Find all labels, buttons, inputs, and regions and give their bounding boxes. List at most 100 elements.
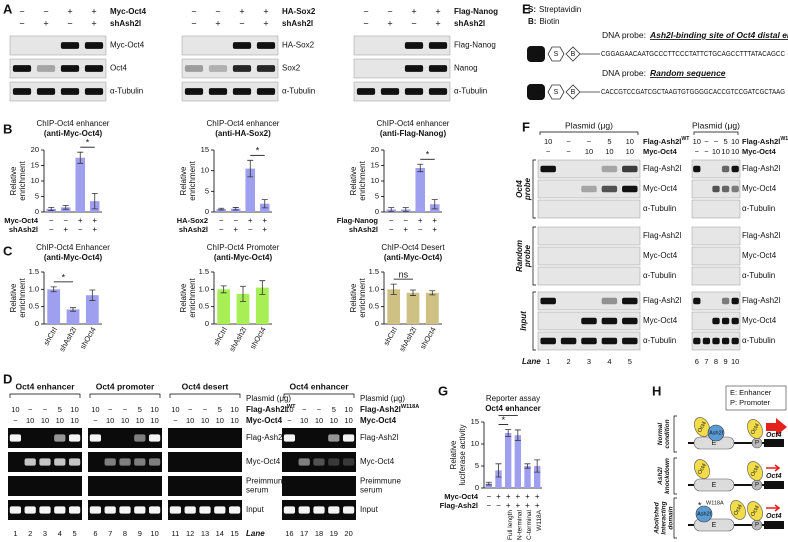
band-label: Myc-Oct4 [742,316,777,325]
legend-item: P: Promoter [730,398,771,407]
amount: 10 [136,416,144,425]
row-label: Myc-Oct4 [4,216,39,225]
blot-band [148,434,161,442]
y-tick-label: 10 [371,176,379,185]
error-bar [70,307,76,312]
blot-strip [181,81,279,102]
oct4-protein [694,417,710,437]
bracket [89,393,161,398]
amount: − [287,416,292,425]
amount: 10 [216,416,224,425]
sign: − [191,18,196,28]
sign: + [387,18,392,28]
x-tick-label: shAsh2l [397,325,418,353]
blot-band [342,506,355,514]
sign: + [78,216,83,225]
label-sup: W118A [401,404,419,410]
blot-band [283,434,296,442]
blot-strip [88,428,162,448]
error-bar [62,205,69,210]
bar [66,309,80,324]
blot-band [119,458,131,466]
chart-subtitle: (anti-Myc-Oct4) [44,253,103,262]
row-label: Myc-Oct4 [742,147,777,156]
significance: ns [399,270,409,280]
oct4-protein [747,419,763,439]
blot-band [134,458,146,466]
section-label: Oct4 [515,180,524,198]
bracket [532,159,536,219]
oct4-protein [694,459,710,479]
label-text: Flag-Ash2l [360,405,401,414]
condition-label: domain [668,506,675,529]
blot-band [184,88,204,95]
band-label: α-Tubulin [282,87,315,96]
oct4-label: Oct4 [697,463,708,476]
error-bar [534,459,541,473]
sign: − [486,492,491,501]
amount: 10 [344,405,352,414]
chart-subtitle: Oct4 enhancer [485,404,541,413]
row-label: Myc-Oct4 [246,416,283,425]
y-tick-label: 1.5 [199,267,209,276]
blot-band [404,42,424,49]
blot-band [601,185,618,193]
blot-band [342,458,355,466]
y-tick-label: 0 [205,319,209,328]
amount: − [566,137,571,146]
sign: + [263,6,268,16]
label-text: Myc-Oct4 [360,416,397,425]
section-label: probe [523,177,532,201]
error-bar [390,283,397,295]
y-tick-label: 0.5 [369,302,379,311]
sign: − [411,18,416,28]
blot-strip [537,266,641,286]
promoter-label: P [755,523,759,529]
blot-band [54,458,66,466]
blot-strip [537,179,641,199]
row-label: Flag-Ash2lW118A [742,136,788,146]
row-label: Myc-Oct4 [360,416,397,425]
blot-band [560,337,577,345]
blot-band [404,88,424,95]
bar [524,466,531,488]
label-sup: WT [287,404,296,410]
blot-strip [691,226,741,246]
band-label: Myc-Oct4 [742,184,777,193]
lane-number: 4 [607,357,611,366]
bracket [673,497,677,539]
bracket [283,393,355,398]
blot-band [622,297,638,305]
amount: 10 [91,405,99,414]
panel-letter: H [652,383,661,398]
significance: * [502,415,506,425]
band-label: Flag-Nanog [454,41,496,50]
row-label: Flag-Ash2lWT [246,404,296,414]
gel-title: Oct4 enhancer [15,381,75,391]
sign: + [432,225,437,234]
blot-strip [353,35,451,56]
probe-title: DNA probe: Random sequence [602,68,726,78]
band-label: α-Tubulin [110,87,143,96]
oct4-label: Oct4 [750,465,761,478]
significance: * [256,146,260,156]
blot-band [428,65,448,72]
x-tick-label: W118A [536,509,543,530]
band-label: serum [360,486,383,495]
label-text: Flag-Ash2l [643,137,681,146]
band-label: HA-Sox2 [282,41,315,50]
lane-number: 6 [93,529,97,538]
sign: − [248,225,253,234]
blot-band [404,65,424,72]
blot-band [256,42,276,49]
lane-number: 6 [695,357,699,366]
amount: 10 [26,416,34,425]
condition-label: knockdown [664,458,671,494]
band-label: Myc-Oct4 [643,251,678,260]
row-label: shAsh2l [282,19,313,28]
sequence: CACCGTCCGATCGCTAAGTGTGGGGCACCGTCCGATCGCT… [601,87,785,96]
gene-box [764,439,784,447]
y-axis-label: Relative [9,283,18,312]
sign: − [389,216,394,225]
amount: − [546,147,551,156]
